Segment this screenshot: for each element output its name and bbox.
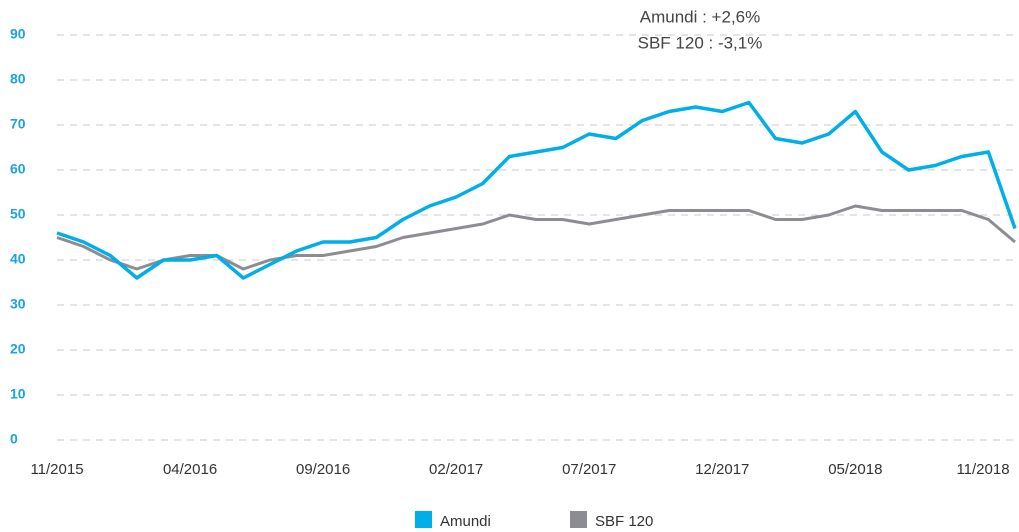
y-tick-label: 90 (10, 26, 26, 42)
legend-label: SBF 120 (595, 513, 653, 530)
y-tick-label: 10 (10, 386, 26, 402)
y-tick-label: 70 (10, 116, 26, 132)
x-tick-label: 02/2017 (429, 461, 483, 478)
legend-swatch (415, 511, 432, 528)
y-tick-label: 50 (10, 206, 26, 222)
annotation: SBF 120 : -3,1% (638, 33, 763, 52)
x-tick-label: 11/2018 (956, 461, 1009, 478)
x-tick-label: 07/2017 (562, 461, 616, 478)
annotation: Amundi : +2,6% (640, 7, 761, 26)
legend-label: Amundi (440, 513, 491, 530)
x-tick-label: 09/2016 (296, 461, 350, 478)
series-line (56, 100, 1017, 280)
x-tick-label: 04/2016 (163, 461, 217, 478)
legend-swatch (570, 511, 587, 528)
y-tick-label: 60 (10, 161, 26, 177)
y-tick-label: 20 (10, 341, 26, 357)
x-tick-label: 11/2015 (30, 461, 83, 478)
x-tick-label: 12/2017 (695, 461, 749, 478)
x-tick-label: 05/2018 (828, 461, 882, 478)
y-tick-label: 80 (10, 71, 26, 87)
y-tick-label: 0 (10, 431, 18, 447)
y-tick-label: 40 (10, 251, 26, 267)
y-tick-label: 30 (10, 296, 26, 312)
